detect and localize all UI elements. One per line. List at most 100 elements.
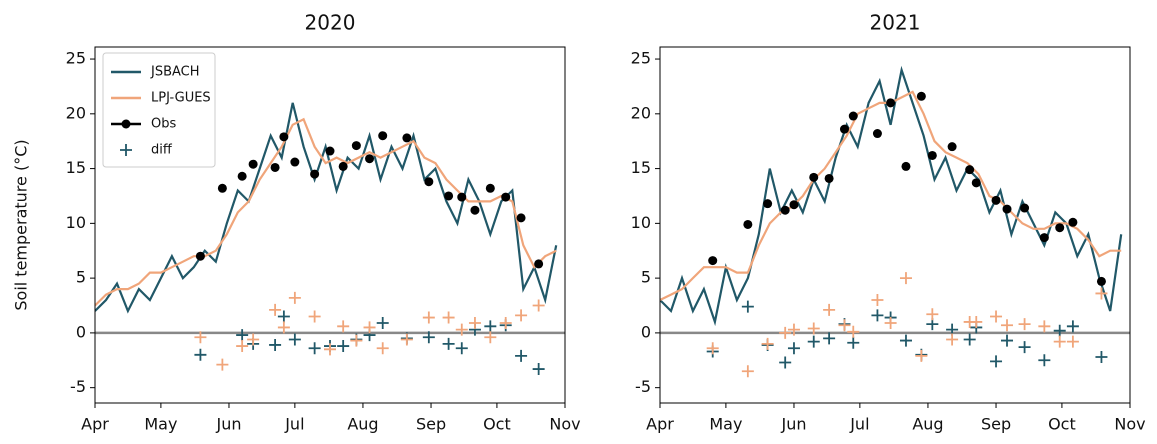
diff-marker xyxy=(1066,320,1079,333)
diff-marker xyxy=(926,308,939,321)
diff-marker xyxy=(706,342,719,355)
diff-marker xyxy=(1053,335,1066,348)
obs-point xyxy=(325,146,335,156)
series-line xyxy=(660,65,1123,327)
diff-marker xyxy=(422,311,435,324)
obs-point xyxy=(824,173,834,183)
diff-marker xyxy=(455,342,468,355)
obs-point xyxy=(365,154,375,164)
diff-marker xyxy=(779,326,792,339)
y-tick-label: 5 xyxy=(641,268,651,287)
diff-marker xyxy=(823,303,836,316)
plot-frame xyxy=(94,46,566,404)
diff-marker xyxy=(337,340,350,353)
diff-marker xyxy=(363,321,376,334)
obs-point xyxy=(780,205,790,215)
x-tick-label: Jun xyxy=(780,415,806,434)
obs-point xyxy=(217,183,227,193)
diff-marker xyxy=(1066,335,1079,348)
obs-point xyxy=(444,191,454,201)
obs-point xyxy=(927,150,937,160)
x-tick-label: Sep xyxy=(416,415,446,434)
diff-marker xyxy=(838,319,851,332)
obs-point xyxy=(516,213,526,223)
diff-marker xyxy=(532,363,545,376)
y-tick-label: 15 xyxy=(631,158,651,177)
diff-marker xyxy=(515,309,528,322)
obs-point xyxy=(248,159,258,169)
obs-point xyxy=(1002,204,1012,214)
obs-point xyxy=(1096,276,1106,286)
y-tick-label: 20 xyxy=(66,103,86,122)
y-tick-label: -5 xyxy=(70,377,86,396)
x-tick-label: Apr xyxy=(81,415,109,434)
diff-marker xyxy=(871,294,884,307)
diff-marker xyxy=(216,358,229,371)
diff-marker xyxy=(823,332,836,345)
legend-box xyxy=(102,52,216,168)
diff-marker xyxy=(308,342,321,355)
legend-swatch xyxy=(121,119,131,129)
obs-point xyxy=(457,192,467,202)
legend-swatch xyxy=(120,144,132,156)
x-tick-label: Oct xyxy=(1048,415,1076,434)
diff-marker xyxy=(741,365,754,378)
diff-marker xyxy=(787,323,800,336)
x-tick-label: Jul xyxy=(284,415,304,434)
diff-marker xyxy=(847,336,860,349)
obs-point xyxy=(848,111,858,121)
x-tick-label: Oct xyxy=(483,415,511,434)
obs-point xyxy=(763,199,773,209)
x-tick-label: Jun xyxy=(215,415,241,434)
diff-marker xyxy=(990,310,1003,323)
y-tick-label: 0 xyxy=(76,322,86,341)
obs-point xyxy=(351,141,361,151)
obs-point xyxy=(1039,233,1049,243)
diff-marker xyxy=(741,300,754,313)
diff-marker xyxy=(1001,319,1014,332)
diff-marker xyxy=(277,321,290,334)
series-line xyxy=(95,117,557,307)
diff-marker xyxy=(1018,318,1031,331)
obs-point xyxy=(424,177,434,187)
diff-marker xyxy=(1038,320,1051,333)
obs-point xyxy=(991,195,1001,205)
diff-marker xyxy=(807,322,820,335)
diff-marker xyxy=(269,338,282,351)
diff-marker xyxy=(422,331,435,344)
diff-marker xyxy=(1053,324,1066,337)
diff-marker xyxy=(990,355,1003,368)
diff-marker xyxy=(468,317,481,330)
obs-point xyxy=(237,171,247,181)
x-tick-label: Aug xyxy=(912,415,943,434)
diff-marker xyxy=(236,329,249,342)
diff-marker xyxy=(847,325,860,338)
diff-marker xyxy=(787,342,800,355)
obs-point xyxy=(872,129,882,139)
y-tick-label: 15 xyxy=(66,158,86,177)
diff-marker xyxy=(288,333,301,346)
obs-point xyxy=(743,219,753,229)
plot-area xyxy=(660,65,1130,378)
diff-marker xyxy=(963,333,976,346)
y-tick-label: 5 xyxy=(76,268,86,287)
diff-marker xyxy=(455,323,468,336)
panel-title: 2021 xyxy=(870,11,921,35)
diff-marker xyxy=(442,311,455,324)
obs-point xyxy=(290,157,300,167)
diff-marker xyxy=(1018,341,1031,354)
x-tick-label: Sep xyxy=(981,415,1011,434)
y-tick-label: 10 xyxy=(631,213,651,232)
obs-point xyxy=(839,124,849,134)
obs-point xyxy=(708,256,718,266)
diff-marker xyxy=(277,310,290,323)
diff-marker xyxy=(899,334,912,347)
diff-marker xyxy=(442,337,455,350)
obs-point xyxy=(1068,217,1078,227)
plot-area xyxy=(95,102,565,376)
obs-point xyxy=(1055,223,1065,233)
obs-point xyxy=(947,142,957,152)
diff-marker xyxy=(1001,334,1014,347)
diff-marker xyxy=(350,334,363,347)
